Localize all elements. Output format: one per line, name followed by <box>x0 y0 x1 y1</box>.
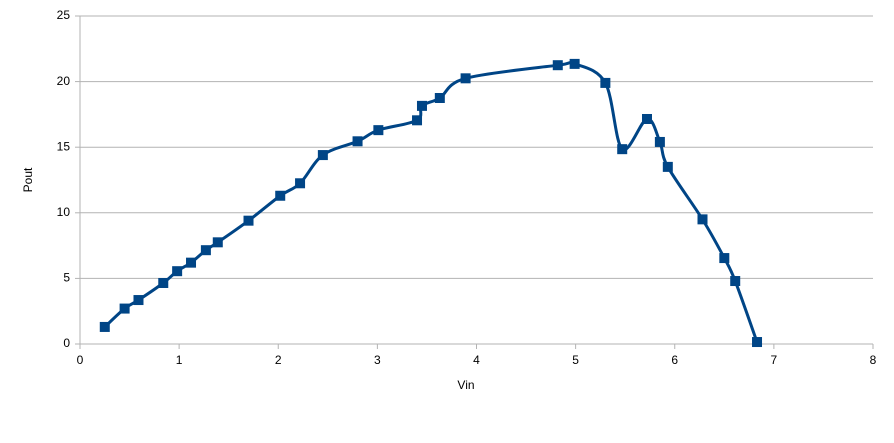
x-tick-label: 6 <box>671 353 678 367</box>
marker <box>275 190 286 201</box>
marker <box>654 136 665 147</box>
marker <box>412 115 423 126</box>
marker <box>243 215 254 226</box>
marker <box>133 295 144 306</box>
marker <box>186 257 197 268</box>
marker <box>752 337 763 348</box>
marker <box>295 178 306 189</box>
x-tick-label: 8 <box>870 353 877 367</box>
marker <box>617 144 628 155</box>
y-tick-label: 15 <box>57 139 71 153</box>
marker <box>119 303 130 314</box>
marker <box>416 100 427 111</box>
marker <box>697 214 708 225</box>
marker <box>317 150 328 161</box>
y-tick-label: 0 <box>63 336 70 350</box>
marker <box>730 276 741 287</box>
marker <box>352 136 363 147</box>
y-tick-label: 25 <box>57 8 71 22</box>
marker <box>172 266 183 277</box>
marker <box>600 77 611 88</box>
marker <box>200 245 211 256</box>
marker <box>434 93 445 103</box>
y-tick-label: 5 <box>63 271 70 285</box>
marker <box>641 113 652 124</box>
x-tick-label: 2 <box>275 353 282 367</box>
y-tick-label: 10 <box>57 205 71 219</box>
marker <box>460 73 471 84</box>
y-tick-label: 20 <box>57 74 71 88</box>
marker <box>99 321 110 332</box>
x-tick-label: 5 <box>572 353 579 367</box>
marker <box>719 253 730 264</box>
x-tick-label: 4 <box>473 353 480 367</box>
marker <box>662 161 673 172</box>
marker <box>158 277 169 288</box>
y-axis-label: Pout <box>21 167 35 192</box>
marker <box>552 60 563 71</box>
marker <box>373 125 384 136</box>
series-line <box>103 60 759 343</box>
x-tick-label: 1 <box>176 353 183 367</box>
x-tick-label: 7 <box>771 353 778 367</box>
marker <box>569 58 580 69</box>
x-tick-label: 3 <box>374 353 381 367</box>
x-tick-label: 0 <box>77 353 84 367</box>
x-axis-label: Vin <box>457 378 474 392</box>
marker <box>212 237 223 248</box>
